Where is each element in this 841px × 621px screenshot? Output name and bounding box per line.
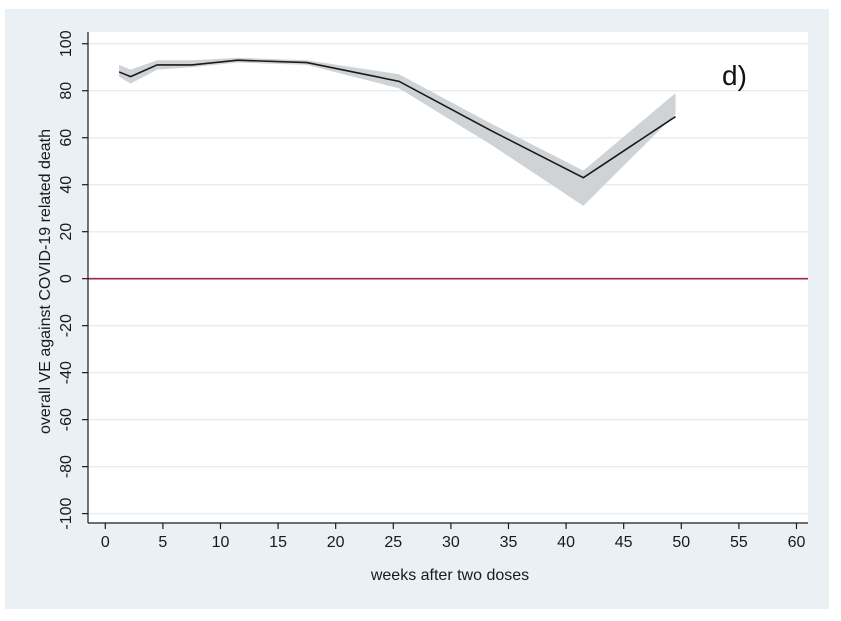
- x-tick-label: 55: [730, 534, 748, 551]
- axes: 0 5 10 15 20 25 30 35 40 45 50 55 60 -100 -80 -60 -40 -20…: [58, 30, 808, 551]
- x-tick-label: 50: [672, 534, 690, 551]
- y-tick-label: 80: [58, 82, 75, 100]
- x-tick-label: 40: [557, 534, 575, 551]
- confidence-band: [119, 57, 676, 206]
- x-tick-label: 25: [384, 534, 402, 551]
- x-tick-label: 35: [500, 534, 518, 551]
- y-tick-label: -60: [58, 408, 75, 431]
- y-tick-label: 60: [58, 129, 75, 147]
- x-tick-label: 5: [158, 534, 167, 551]
- series-line: [118, 59, 676, 179]
- y-tick-label: -40: [58, 361, 75, 384]
- y-tick-label: 40: [58, 176, 75, 194]
- y-tick-label: 100: [58, 30, 75, 57]
- x-axis-title: weeks after two doses: [370, 567, 529, 584]
- y-tick-label: 0: [58, 274, 75, 283]
- x-tick-label: 0: [101, 534, 110, 551]
- x-tick-label: 45: [615, 534, 633, 551]
- panel-label: d): [722, 60, 747, 91]
- x-tick-label: 20: [327, 534, 345, 551]
- y-tick-label: -20: [58, 314, 75, 337]
- y-tick-label: 20: [58, 223, 75, 241]
- x-tick-label: 60: [788, 534, 806, 551]
- x-tick-label: 30: [442, 534, 460, 551]
- x-tick-label: 10: [212, 534, 230, 551]
- y-tick-label: -100: [58, 497, 75, 529]
- x-tick-label: 15: [269, 534, 287, 551]
- y-axis-title: overall VE against COVID-19 related deat…: [37, 129, 54, 434]
- y-tick-label: -80: [58, 455, 75, 478]
